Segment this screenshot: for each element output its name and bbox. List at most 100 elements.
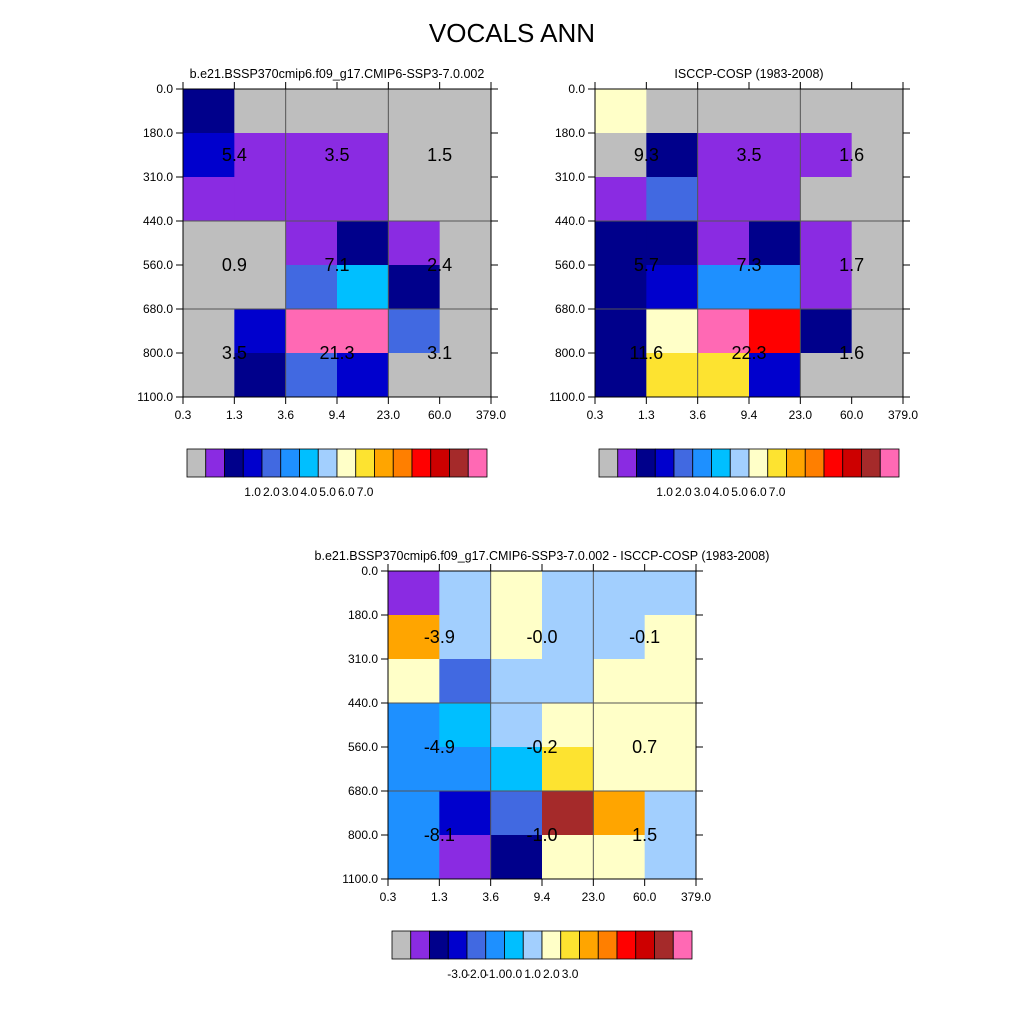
heatmap-cell [593, 703, 646, 748]
heatmap-cell [388, 309, 441, 354]
colorbar-swatch [429, 930, 449, 960]
y-tick-label: 440.0 [555, 214, 585, 228]
heatmap-cell [697, 89, 750, 134]
heatmap-cell [595, 353, 647, 398]
heatmap-cell [285, 89, 338, 134]
heatmap-cell [851, 89, 904, 134]
heatmap-cell [439, 615, 492, 660]
heatmap-cell [183, 133, 235, 178]
heatmap-cell [337, 133, 389, 178]
heatmap-cell [749, 133, 801, 178]
heatmap-cell [644, 615, 697, 660]
x-tick-label: 23.0 [789, 408, 813, 422]
cell-value-label: 1.6 [839, 343, 864, 363]
colorbar-label: 7.0 [769, 485, 786, 499]
colorbar-label: 7.0 [357, 485, 374, 499]
heatmap-cell [183, 353, 235, 398]
heatmap-cell [800, 265, 853, 310]
x-tick-label: 3.6 [482, 890, 499, 904]
y-tick-label: 180.0 [143, 126, 173, 140]
colorbar-swatch [447, 930, 468, 960]
cell-value-label: 11.6 [629, 343, 663, 363]
heatmap-cell [644, 571, 697, 616]
heatmap-cell [439, 177, 492, 222]
colorbar-label: -2.0 [466, 967, 487, 981]
heatmap-cell [749, 177, 801, 222]
heatmap-cell [490, 571, 543, 616]
colorbar-swatch [485, 930, 505, 960]
heatmap-cell [646, 353, 699, 398]
cell-value-label: 3.5 [324, 145, 349, 165]
x-tick-label: 9.4 [741, 408, 758, 422]
heatmap-cell [644, 659, 697, 704]
heatmap-cell [646, 177, 699, 222]
cell-value-label: 3.5 [736, 145, 761, 165]
heatmap-cell [851, 265, 904, 310]
heatmap-cell [697, 133, 750, 178]
colorbar-label: 2.0 [543, 967, 560, 981]
y-tick-label: 180.0 [348, 608, 378, 622]
y-tick-label: 0.0 [361, 564, 378, 578]
y-tick-label: 1100.0 [342, 872, 378, 886]
cell-value-label: -0.0 [526, 627, 557, 647]
colorbar-swatch [504, 930, 524, 960]
cell-value-label: -3.9 [424, 627, 455, 647]
heatmap-cell [697, 353, 750, 398]
heatmap-cell [388, 571, 440, 616]
y-tick-label: 0.0 [568, 82, 585, 96]
heatmap-cell [595, 265, 647, 310]
heatmap-cell [644, 791, 697, 836]
heatmap-cell [542, 659, 594, 704]
heatmap-cell [337, 353, 389, 398]
heatmap-cell [851, 221, 904, 266]
heatmap-cell [388, 659, 440, 704]
colorbar-label: 1.0 [524, 967, 541, 981]
heatmap-cell [183, 265, 235, 310]
heatmap-cell [646, 89, 699, 134]
heatmap-cell [337, 309, 389, 354]
colorbar-swatch [672, 930, 693, 960]
heatmap-cell [593, 615, 646, 660]
heatmap-cell [851, 133, 904, 178]
heatmap-cell [183, 221, 235, 266]
x-tick-label: 0.3 [380, 890, 397, 904]
heatmap-cell [800, 221, 853, 266]
heatmap-cell [388, 747, 440, 792]
heatmap-cell [851, 309, 904, 354]
heatmap-cell [851, 353, 904, 398]
heatmap-cell [490, 615, 543, 660]
y-tick-label: 0.0 [156, 82, 173, 96]
cell-value-label: -8.1 [424, 825, 455, 845]
heatmap-cell [439, 265, 492, 310]
x-tick-label: 1.3 [226, 408, 243, 422]
cell-value-label: 0.7 [632, 737, 657, 757]
colorbar-swatch [467, 448, 488, 478]
heatmap-cell [595, 221, 647, 266]
x-tick-label: 379.0 [681, 890, 711, 904]
y-tick-label: 800.0 [555, 346, 585, 360]
x-tick-label: 3.6 [277, 408, 294, 422]
heatmap-cell [183, 177, 235, 222]
cell-value-label: 3.5 [222, 343, 247, 363]
y-tick-label: 680.0 [143, 302, 173, 316]
y-tick-label: 180.0 [555, 126, 585, 140]
x-tick-label: 0.3 [175, 408, 192, 422]
x-tick-label: 9.4 [329, 408, 346, 422]
heatmap-cell [234, 133, 287, 178]
heatmap-cell [234, 177, 287, 222]
colorbar-swatch [616, 930, 637, 960]
cell-value-label: -1.0 [526, 825, 557, 845]
colorbar-label: 5.0 [731, 485, 748, 499]
colorbar-swatch [597, 930, 618, 960]
heatmap-cell [542, 835, 594, 880]
cell-value-label: 5.4 [222, 145, 247, 165]
heatmap-cell [542, 791, 594, 836]
heatmap-cell [542, 703, 594, 748]
x-tick-label: 1.3 [638, 408, 655, 422]
colorbar-swatch [635, 930, 655, 960]
heatmap-cell [439, 835, 492, 880]
colorbar-swatch [654, 930, 674, 960]
heatmap-cell [388, 133, 441, 178]
heatmap-cell [388, 177, 441, 222]
